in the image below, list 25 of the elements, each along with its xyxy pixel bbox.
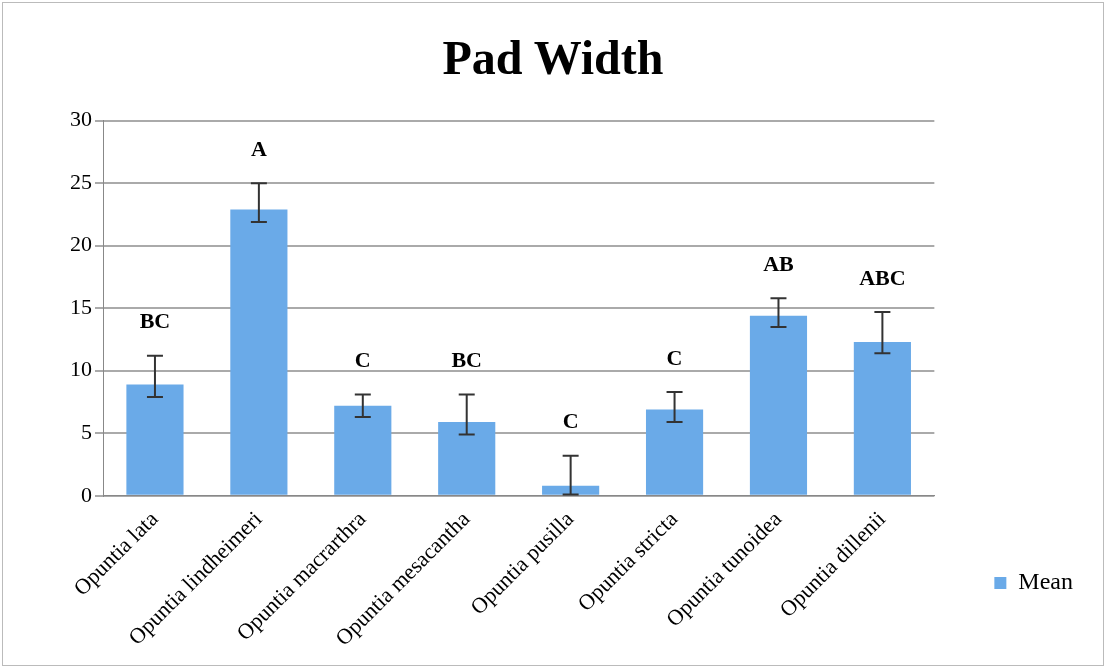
data-label: AB — [763, 250, 795, 276]
y-tick-label: 25 — [70, 168, 92, 194]
bar — [230, 209, 288, 495]
bar — [438, 421, 496, 495]
chart-title: Pad Width — [442, 31, 664, 85]
bar — [645, 409, 704, 495]
data-label: C — [562, 408, 579, 434]
y-tick-label: 0 — [81, 481, 92, 507]
data-label: ABC — [859, 264, 906, 290]
data-label: C — [354, 347, 371, 373]
data-label: BC — [139, 308, 171, 334]
y-tick-label: 20 — [70, 231, 92, 257]
bar — [749, 315, 808, 495]
y-tick-label: 10 — [70, 356, 92, 382]
data-label: A — [250, 135, 267, 161]
y-tick-label: 30 — [70, 106, 92, 132]
y-tick-label: 15 — [70, 293, 92, 319]
bar — [334, 405, 392, 495]
bar — [853, 341, 911, 495]
bar — [542, 485, 600, 495]
data-label: C — [666, 344, 683, 370]
bar — [126, 384, 184, 495]
data-label: BC — [451, 347, 482, 373]
legend-label: Mean — [1018, 568, 1074, 595]
y-tick-label: 5 — [81, 419, 92, 445]
